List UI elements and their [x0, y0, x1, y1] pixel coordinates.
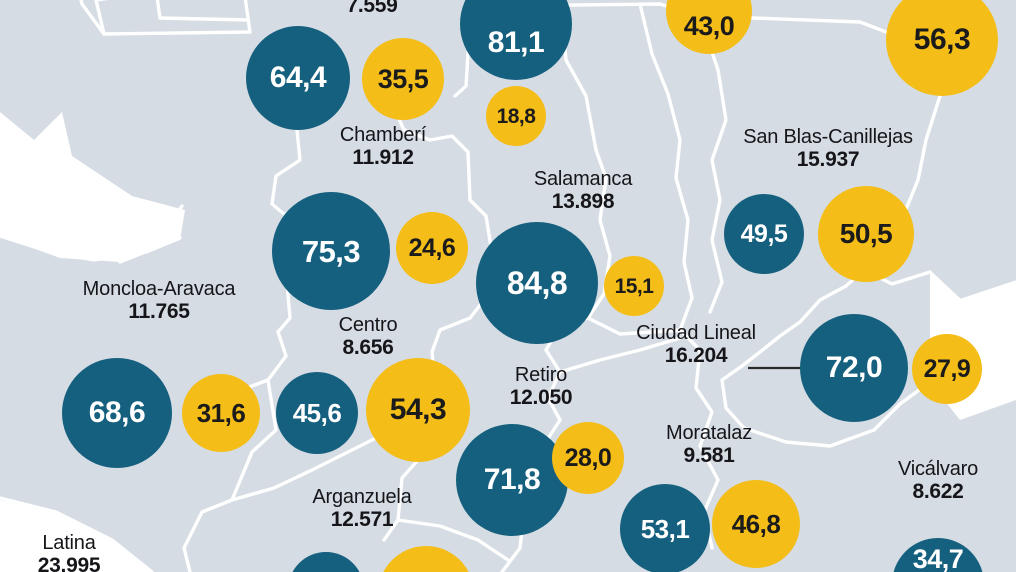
label-arganzuela-value: 12.571	[330, 508, 394, 532]
bubble-teal-arganzuela[interactable]	[288, 552, 364, 572]
bubble-yellow-moratalaz[interactable]: 46,8	[712, 480, 800, 568]
label-san-blas-value: 15.937	[796, 148, 860, 172]
label-tetuan: 7.559	[346, 0, 397, 18]
bubble-teal-moncloa[interactable]: 68,6	[62, 358, 172, 468]
label-retiro: Retiro 12.050	[509, 364, 573, 410]
label-salamanca: Salamanca 13.898	[534, 168, 632, 214]
label-tetuan-value: 7.559	[346, 0, 398, 17]
label-salamanca-name: Salamanca	[533, 168, 633, 190]
bubble-teal-salamanca[interactable]: 84,8	[476, 222, 598, 344]
bubble-yellow-san-blas[interactable]: 50,5	[818, 186, 914, 282]
label-moratalaz-name: Moratalaz	[665, 422, 753, 444]
label-centro-value: 8.656	[342, 336, 394, 360]
bubble-yellow-chamberi[interactable]: 24,6	[396, 212, 468, 284]
label-retiro-name: Retiro	[514, 364, 568, 386]
outside-city-areas	[0, 112, 1016, 572]
label-latina: Latina 23.995	[37, 532, 101, 572]
bubble-yellow-tetuan[interactable]: 35,5	[362, 38, 444, 120]
label-latina-name: Latina	[42, 532, 96, 554]
bubble-teal-san-blas[interactable]: 49,5	[724, 194, 804, 274]
label-ciudad-lineal-value: 16.204	[664, 344, 728, 368]
bubble-yellow-chamartin[interactable]: 18,8	[486, 86, 546, 146]
label-retiro-value: 12.050	[509, 386, 573, 410]
label-latina-value: 23.995	[37, 554, 101, 572]
bubble-yellow-barajas[interactable]: 56,3	[886, 0, 998, 96]
label-moncloa-name: Moncloa-Aravaca	[82, 278, 236, 300]
bubble-yellow-salamanca[interactable]: 15,1	[604, 256, 664, 316]
bubble-teal-chamberi[interactable]: 75,3	[272, 192, 390, 310]
bubble-yellow-retiro[interactable]: 28,0	[552, 422, 624, 494]
label-vicalvaro-name: Vicálvaro	[897, 458, 979, 480]
label-san-blas-name: San Blas-Canillejas	[743, 126, 913, 148]
label-ciudad-lineal: Ciudad Lineal 16.204	[636, 322, 756, 368]
label-vicalvaro: Vicálvaro 8.622	[898, 458, 978, 504]
label-arganzuela-name: Arganzuela	[312, 486, 412, 508]
label-salamanca-value: 13.898	[551, 190, 615, 214]
label-centro: Centro 8.656	[339, 314, 398, 360]
bubble-teal-retiro[interactable]: 71,8	[456, 424, 568, 536]
label-moratalaz: Moratalaz 9.581	[666, 422, 752, 468]
bubble-yellow-centro[interactable]: 54,3	[366, 358, 470, 462]
label-chamberi-value: 11.912	[352, 146, 414, 170]
bubble-teal-moratalaz[interactable]: 53,1	[620, 484, 710, 572]
bubble-teal-ciudad-lineal[interactable]: 72,0	[800, 314, 908, 422]
label-vicalvaro-value: 8.622	[912, 480, 964, 504]
label-moncloa-value: 11.765	[128, 300, 190, 324]
bubble-yellow-ciudad-lineal[interactable]: 27,9	[912, 334, 982, 404]
bubble-teal-centro[interactable]: 45,6	[276, 372, 358, 454]
label-moncloa: Moncloa-Aravaca 11.765	[83, 278, 236, 324]
label-ciudad-lineal-name: Ciudad Lineal	[636, 322, 756, 344]
label-arganzuela: Arganzuela 12.571	[312, 486, 411, 532]
label-chamberi: Chamberí 11.912	[340, 124, 426, 170]
bubble-yellow-moncloa[interactable]: 31,6	[182, 374, 260, 452]
label-moratalaz-value: 9.581	[683, 444, 735, 468]
bubble-teal-tetuan[interactable]: 64,4	[246, 26, 350, 130]
label-san-blas: San Blas-Canillejas 15.937	[743, 126, 913, 172]
label-centro-name: Centro	[338, 314, 398, 336]
label-chamberi-name: Chamberí	[339, 124, 427, 146]
